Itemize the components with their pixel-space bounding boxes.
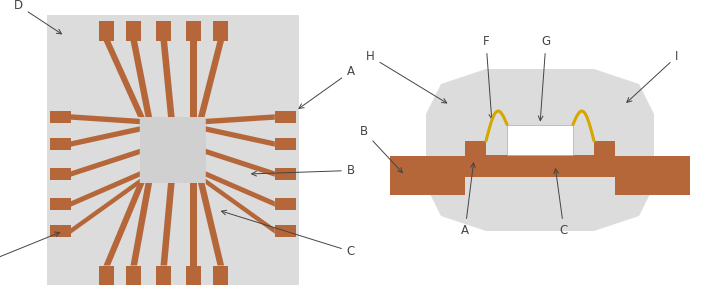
Bar <box>507 124 573 154</box>
Text: C: C <box>554 169 568 237</box>
Polygon shape <box>206 171 275 207</box>
Polygon shape <box>71 126 140 147</box>
Bar <box>275 138 296 150</box>
Bar <box>275 111 296 123</box>
Bar <box>50 111 71 123</box>
Polygon shape <box>130 183 152 266</box>
Bar <box>486 154 594 177</box>
Bar <box>275 225 296 237</box>
Polygon shape <box>71 171 140 207</box>
Polygon shape <box>104 40 145 117</box>
Polygon shape <box>206 149 275 177</box>
Bar <box>213 266 228 285</box>
Bar <box>126 21 141 40</box>
Bar <box>50 225 71 237</box>
Bar <box>126 266 141 285</box>
Polygon shape <box>104 183 145 266</box>
Bar <box>99 266 114 285</box>
Polygon shape <box>594 141 690 195</box>
Text: I: I <box>627 50 678 102</box>
Polygon shape <box>71 114 140 124</box>
Bar <box>186 266 202 285</box>
Polygon shape <box>198 183 224 266</box>
Text: D: D <box>14 0 62 34</box>
Polygon shape <box>206 126 275 147</box>
Text: B: B <box>252 164 355 177</box>
Polygon shape <box>390 141 486 195</box>
Text: B: B <box>360 125 402 173</box>
Bar <box>140 117 206 183</box>
Polygon shape <box>198 40 224 117</box>
Bar <box>275 168 296 180</box>
Polygon shape <box>130 40 152 117</box>
Polygon shape <box>191 40 197 117</box>
Bar <box>186 21 202 40</box>
Text: C: C <box>222 210 355 258</box>
Polygon shape <box>206 114 275 124</box>
Text: F: F <box>482 35 494 119</box>
Polygon shape <box>71 179 140 234</box>
Bar <box>50 198 71 210</box>
Bar <box>99 21 114 40</box>
Polygon shape <box>71 149 140 177</box>
Polygon shape <box>161 40 174 117</box>
Bar <box>275 198 296 210</box>
Polygon shape <box>191 183 197 266</box>
Bar <box>213 21 228 40</box>
Text: E: E <box>0 232 60 267</box>
Text: G: G <box>539 35 551 121</box>
Text: H: H <box>366 50 446 103</box>
Bar <box>156 21 171 40</box>
Polygon shape <box>161 183 174 266</box>
Polygon shape <box>426 69 654 231</box>
Text: A: A <box>461 163 475 237</box>
Bar <box>50 138 71 150</box>
Bar <box>47 15 299 285</box>
Text: A: A <box>299 65 355 109</box>
Polygon shape <box>206 179 275 234</box>
Bar <box>156 266 171 285</box>
Bar <box>50 168 71 180</box>
